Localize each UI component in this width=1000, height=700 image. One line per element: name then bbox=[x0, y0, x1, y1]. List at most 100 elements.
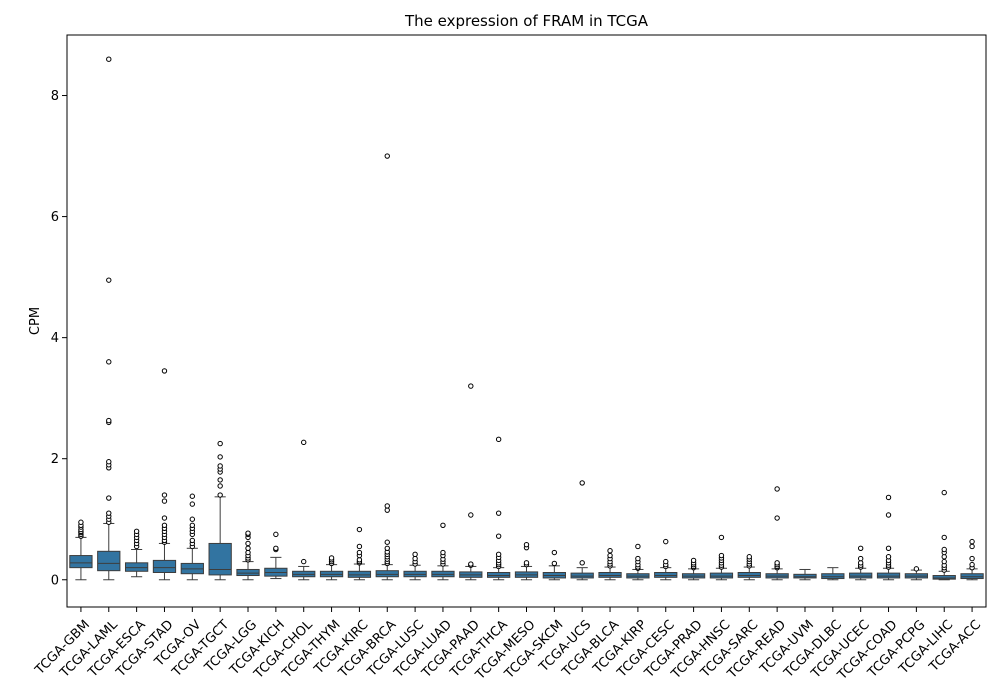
outlier-point bbox=[189, 493, 196, 499]
box-tcga-dlbc bbox=[821, 567, 845, 581]
box-body bbox=[152, 559, 177, 573]
box-body bbox=[236, 568, 260, 577]
outlier-point bbox=[663, 538, 669, 545]
box-body bbox=[208, 542, 232, 576]
box-tcga-tgct bbox=[208, 440, 232, 581]
box-tcga-laml bbox=[97, 56, 121, 581]
outlier-point bbox=[885, 554, 892, 560]
outlier-point bbox=[189, 516, 196, 522]
outlier-point bbox=[663, 558, 669, 565]
box-tcga-kich bbox=[264, 531, 288, 580]
y-tick-label: 2 bbox=[51, 452, 59, 467]
box-tcga-blca bbox=[598, 548, 622, 581]
box-body bbox=[347, 570, 372, 578]
outlier-point bbox=[106, 510, 112, 516]
box-tcga-lihc bbox=[932, 489, 956, 581]
box-tcga-ucec bbox=[849, 545, 873, 581]
outlier-point bbox=[885, 512, 892, 518]
outlier-point bbox=[217, 463, 223, 469]
outlier-point bbox=[607, 548, 613, 554]
outlier-point bbox=[495, 436, 502, 443]
outlier-point bbox=[161, 498, 168, 504]
box-tcga-chol bbox=[292, 439, 316, 581]
outlier-point bbox=[495, 533, 502, 539]
outlier-point bbox=[245, 545, 251, 551]
box-body bbox=[821, 573, 845, 580]
box-tcga-ucs bbox=[570, 480, 594, 581]
outlier-point bbox=[774, 560, 780, 566]
outlier-point bbox=[384, 545, 390, 551]
outlier-point bbox=[969, 538, 975, 545]
outlier-point bbox=[189, 501, 196, 507]
box-tcga-kirp bbox=[626, 543, 650, 581]
outlier-point bbox=[440, 549, 446, 556]
box-body bbox=[375, 570, 399, 578]
box-body bbox=[793, 573, 817, 579]
box-tcga-lusc bbox=[403, 551, 427, 581]
outlier-point bbox=[551, 549, 558, 556]
boxes-layer bbox=[69, 56, 984, 581]
outlier-point bbox=[635, 543, 641, 550]
box-tcga-thca bbox=[487, 436, 511, 581]
outlier-point bbox=[523, 560, 530, 566]
outlier-point bbox=[245, 530, 251, 536]
outlier-point bbox=[217, 454, 223, 460]
outlier-point bbox=[635, 555, 641, 562]
box-tcga-uvm bbox=[793, 568, 817, 581]
x-axis: TCGA-GBMTCGA-LAMLTCGA-ESCATCGA-STADTCGA-… bbox=[32, 607, 984, 684]
outlier-point bbox=[217, 492, 223, 498]
box-body bbox=[124, 562, 149, 572]
box-tcga-stad bbox=[152, 368, 177, 581]
outlier-point bbox=[273, 531, 279, 538]
outlier-point bbox=[106, 359, 112, 365]
box-tcga-gbm bbox=[69, 519, 93, 581]
outlier-point bbox=[412, 551, 418, 558]
outlier-point bbox=[941, 489, 947, 496]
box-body bbox=[737, 571, 761, 578]
box-body bbox=[932, 575, 956, 580]
box-body bbox=[709, 572, 734, 579]
box-tcga-brca bbox=[375, 153, 399, 581]
outlier-point bbox=[356, 543, 363, 550]
box-tcga-ov bbox=[180, 493, 204, 581]
outlier-point bbox=[579, 480, 585, 486]
box-body bbox=[876, 572, 901, 579]
box-tcga-kirc bbox=[347, 526, 372, 581]
box-tcga-prad bbox=[681, 557, 706, 581]
outlier-point bbox=[913, 566, 920, 572]
outlier-point bbox=[106, 495, 112, 501]
box-tcga-esca bbox=[124, 528, 149, 578]
outlier-point bbox=[328, 555, 335, 561]
box-tcga-thym bbox=[319, 555, 344, 581]
outlier-point bbox=[746, 554, 752, 560]
box-tcga-cesc bbox=[654, 538, 678, 581]
box-body bbox=[570, 572, 594, 579]
outlier-point bbox=[941, 546, 947, 553]
box-body bbox=[97, 550, 121, 572]
outlier-point bbox=[551, 560, 558, 567]
outlier-point bbox=[356, 549, 363, 556]
outlier-point bbox=[217, 477, 223, 483]
box-body bbox=[960, 573, 984, 580]
box-tcga-lgg bbox=[236, 530, 260, 581]
outlier-point bbox=[969, 543, 975, 550]
y-axis-label: CPM bbox=[28, 307, 43, 335]
outlier-point bbox=[161, 522, 168, 528]
outlier-point bbox=[468, 561, 474, 567]
outlier-point bbox=[523, 541, 530, 548]
plot-frame bbox=[66, 34, 987, 608]
outlier-point bbox=[857, 555, 864, 562]
y-tick-label: 4 bbox=[51, 331, 59, 346]
outlier-point bbox=[718, 534, 725, 541]
outlier-point bbox=[495, 551, 502, 558]
box-body bbox=[654, 571, 678, 578]
outlier-point bbox=[690, 557, 697, 564]
box-body bbox=[487, 571, 511, 578]
outlier-point bbox=[217, 483, 223, 489]
outlier-point bbox=[161, 515, 168, 521]
box-tcga-luad bbox=[431, 522, 455, 581]
outlier-point bbox=[857, 545, 864, 551]
outlier-point bbox=[384, 503, 390, 509]
outlier-point bbox=[273, 545, 279, 551]
